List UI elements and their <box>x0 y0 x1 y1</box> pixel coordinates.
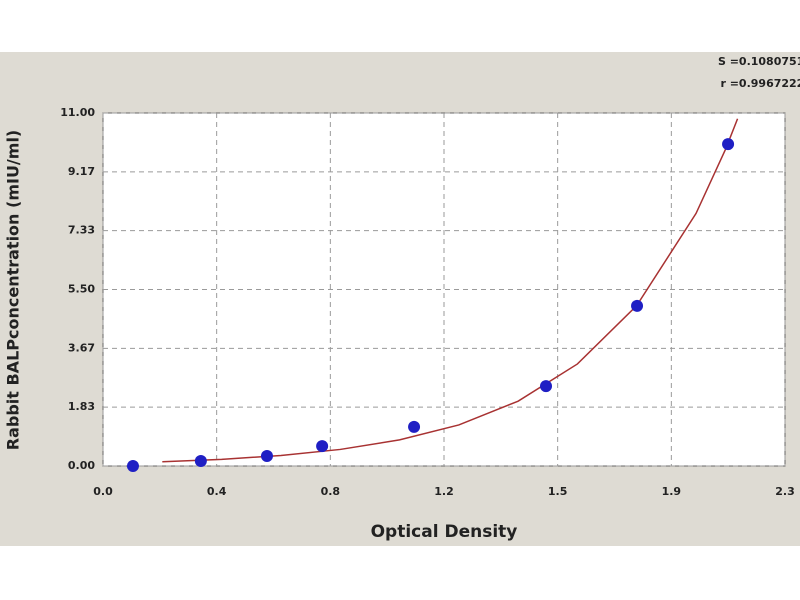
y-tick-label: 3.67 <box>68 341 95 354</box>
data-point <box>316 440 329 453</box>
y-tick-label: 0.00 <box>68 459 95 472</box>
x-tick-label: 0.8 <box>321 485 341 498</box>
x-tick-label: 1.2 <box>434 485 454 498</box>
data-point <box>408 420 421 433</box>
annotation: r =0.99672221 <box>720 77 800 90</box>
x-tick-label: 0.0 <box>93 485 113 498</box>
x-tick-label: 2.3 <box>775 485 795 498</box>
y-tick-label: 1.83 <box>68 400 95 413</box>
y-axis-label: Rabbit BALPconcentration (mIU/ml) <box>4 130 23 450</box>
data-point <box>260 450 273 463</box>
x-axis-label: Optical Density <box>371 522 518 542</box>
x-tick-label: 1.5 <box>548 485 568 498</box>
data-point <box>631 299 644 312</box>
annotation: S =0.10807514 <box>718 55 800 68</box>
data-point <box>126 460 139 472</box>
y-tick-label: 9.17 <box>68 165 95 178</box>
x-tick-label: 0.4 <box>207 485 227 498</box>
y-tick-label: 11.00 <box>60 106 95 119</box>
x-tick-label: 1.9 <box>662 485 682 498</box>
y-tick-label: 5.50 <box>68 283 95 296</box>
data-point <box>540 380 553 393</box>
y-tick-label: 7.33 <box>68 224 95 237</box>
data-point <box>722 138 735 151</box>
data-point <box>194 454 207 467</box>
